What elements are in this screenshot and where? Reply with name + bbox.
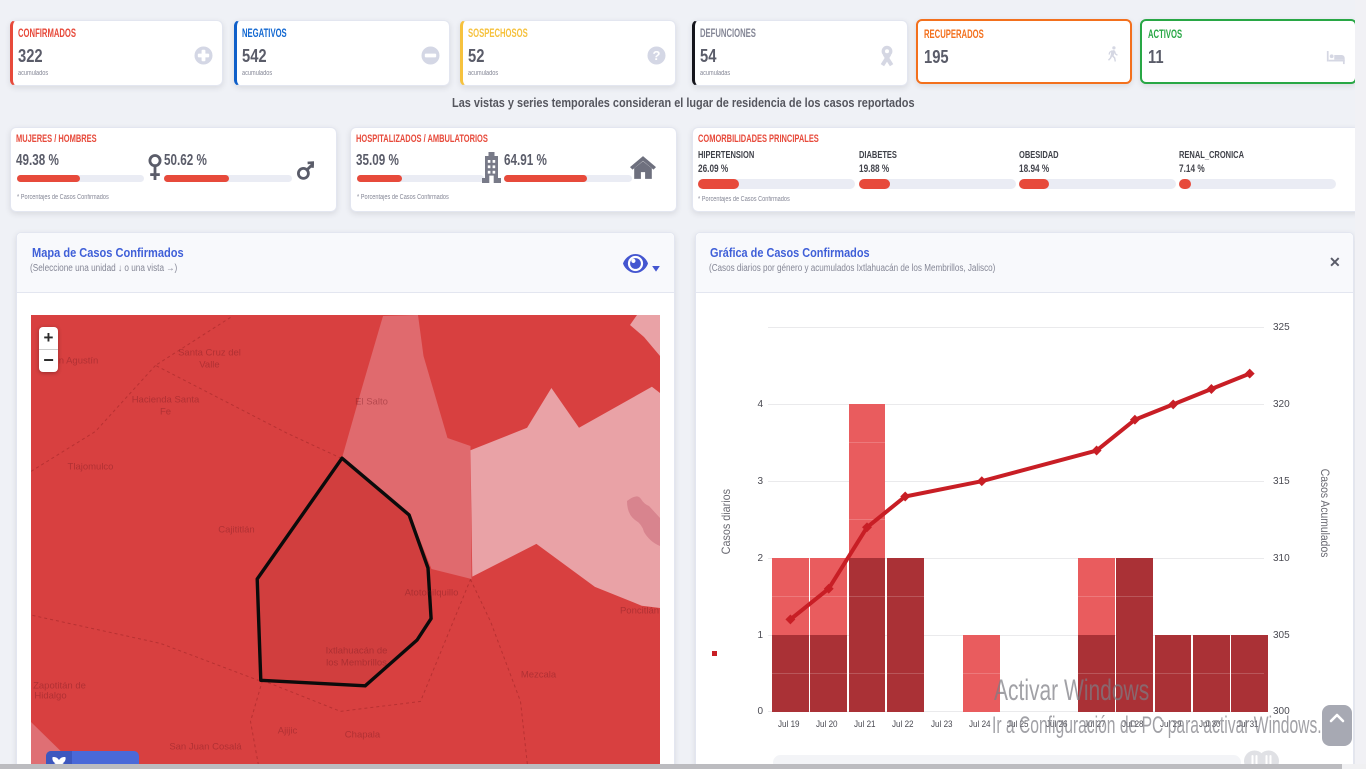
svg-text:?: ? xyxy=(653,48,661,63)
svg-text:n Agustín: n Agustín xyxy=(59,355,99,366)
svg-text:los Membrillos: los Membrillos xyxy=(326,657,387,668)
svg-text:Mezcala: Mezcala xyxy=(521,669,557,680)
svg-text:Cajititlán: Cajititlán xyxy=(218,524,254,535)
svg-text:Hacienda Santa: Hacienda Santa xyxy=(132,394,200,405)
svg-text:Zapotitán de: Zapotitán de xyxy=(33,680,86,691)
svg-text:Ixtlahuacán de: Ixtlahuacán de xyxy=(326,645,388,656)
svg-text:Santa Cruz del: Santa Cruz del xyxy=(178,347,241,358)
svg-text:Chapala: Chapala xyxy=(345,729,381,740)
svg-text:Tlajomulco: Tlajomulco xyxy=(68,461,114,472)
svg-text:San Juan Cosalá: San Juan Cosalá xyxy=(169,741,242,752)
svg-text:Ajijic: Ajijic xyxy=(278,725,298,736)
svg-text:Hidalgo: Hidalgo xyxy=(34,690,66,701)
svg-text:El Salto: El Salto xyxy=(355,396,388,407)
svg-text:Valle: Valle xyxy=(199,359,219,370)
svg-text:Fe: Fe xyxy=(160,406,171,417)
svg-text:Poncitlán: Poncitlán xyxy=(620,605,659,616)
svg-text:Atotonilquillo: Atotonilquillo xyxy=(405,587,459,598)
